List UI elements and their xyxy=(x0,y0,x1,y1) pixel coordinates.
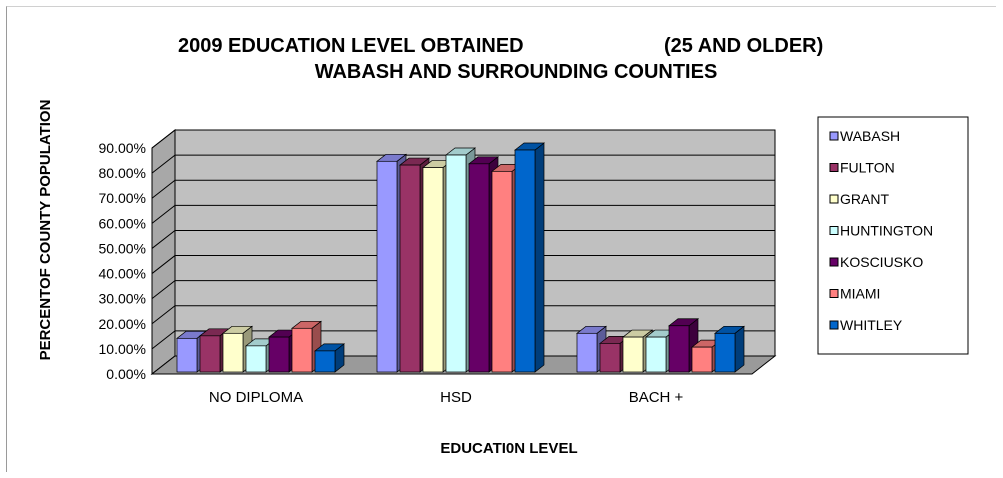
bar-front xyxy=(176,337,198,373)
bar-front xyxy=(691,346,713,373)
y-tick-labels: 0.00% 10.00% 20.00% 30.00% 40.00% 50.00% 60.00… xyxy=(99,140,146,382)
bar-front xyxy=(668,325,690,373)
y-tick-label: 30.00% xyxy=(99,291,146,307)
legend-entry: FULTON xyxy=(829,160,895,176)
bar-front xyxy=(199,335,221,373)
bar-front xyxy=(645,336,667,373)
legend-entry: HUNTINGTON xyxy=(829,223,933,239)
y-tick-label: 50.00% xyxy=(99,240,146,256)
bar-front xyxy=(622,336,644,373)
gridline xyxy=(151,330,775,350)
bar-front xyxy=(399,164,421,373)
bar-front xyxy=(445,154,467,373)
bar xyxy=(513,142,546,373)
bar-front xyxy=(468,163,490,373)
gridlines xyxy=(151,129,775,375)
bar-front xyxy=(514,149,536,373)
x-axis-title: EDUCATI0N LEVEL xyxy=(440,440,577,457)
bars xyxy=(175,142,746,373)
y-tick-label: 80.00% xyxy=(99,165,146,181)
legend-label: KOSCIUSKO xyxy=(840,254,923,270)
category-label: BACH + xyxy=(629,389,684,406)
gridline xyxy=(151,305,775,325)
chart-title-line1: 2009 EDUCATION LEVEL OBTAINED xyxy=(178,35,524,57)
y-tick-label: 70.00% xyxy=(99,190,146,206)
bar-front xyxy=(576,332,598,373)
category-label: NO DIPLOMA xyxy=(209,389,303,406)
legend-swatch xyxy=(829,194,839,204)
legend-swatch xyxy=(829,226,839,235)
bar xyxy=(713,325,746,373)
bar-front xyxy=(314,350,336,373)
legend-entry: MIAMI xyxy=(829,286,880,302)
legend-swatch xyxy=(829,131,839,141)
category-labels: NO DIPLOMA HSD BACH + xyxy=(209,389,684,406)
category-label: HSD xyxy=(440,389,472,406)
legend-entry: GRANT xyxy=(829,191,889,207)
legend-label: HUNTINGTON xyxy=(840,223,933,239)
legend-label: MIAMI xyxy=(840,286,880,302)
bar-side xyxy=(534,142,545,373)
gridline xyxy=(151,255,775,274)
y-tick-label: 20.00% xyxy=(99,316,146,332)
bar-front xyxy=(376,160,398,373)
gridline xyxy=(151,280,775,300)
legend-entry: WABASH xyxy=(829,128,900,144)
bar-front xyxy=(491,170,513,373)
chart-frame xyxy=(6,6,996,472)
y-tick-label: 40.00% xyxy=(99,266,146,282)
gridline xyxy=(151,129,775,149)
legend-label: GRANT xyxy=(840,191,889,207)
gridline xyxy=(151,229,775,249)
legend-label: WABASH xyxy=(840,128,900,144)
bar-front xyxy=(222,332,244,373)
y-tick-label: 10.00% xyxy=(99,341,146,357)
bar-front xyxy=(714,332,736,373)
legend xyxy=(817,116,969,355)
bar xyxy=(313,343,346,373)
bar-front xyxy=(245,345,267,373)
y-tick-label: 0.00% xyxy=(106,366,146,382)
chart-title-line1b: (25 AND OLDER) xyxy=(664,35,823,57)
legend-items: WABASH FULTON GRANT HUNTINGTON KOSCIUSKO MIAM… xyxy=(829,128,933,333)
legend-swatch xyxy=(829,163,839,172)
legend-swatch xyxy=(829,257,839,267)
legend-swatch xyxy=(829,320,839,330)
gridline xyxy=(151,204,775,224)
chart-title-line2: WABASH AND SURROUNDING COUNTIES xyxy=(315,61,718,83)
gridline xyxy=(151,179,775,199)
side-wall xyxy=(151,128,176,376)
bar-front xyxy=(599,343,621,373)
legend-label: FULTON xyxy=(840,160,895,176)
y-tick-label: 90.00% xyxy=(99,140,146,156)
y-axis-title: PERCENTOF COUNTY POPULATION xyxy=(37,100,54,361)
bar-front xyxy=(268,336,290,373)
bar-side xyxy=(734,325,745,373)
legend-swatch xyxy=(829,289,839,298)
legend-label: WHITLEY xyxy=(840,317,903,333)
legend-entry: WHITLEY xyxy=(829,317,903,333)
legend-entry: KOSCIUSKO xyxy=(829,254,923,270)
bar-front xyxy=(291,327,313,373)
y-tick-label: 60.00% xyxy=(99,215,146,231)
bar-front xyxy=(422,167,444,373)
gridline xyxy=(151,154,775,174)
